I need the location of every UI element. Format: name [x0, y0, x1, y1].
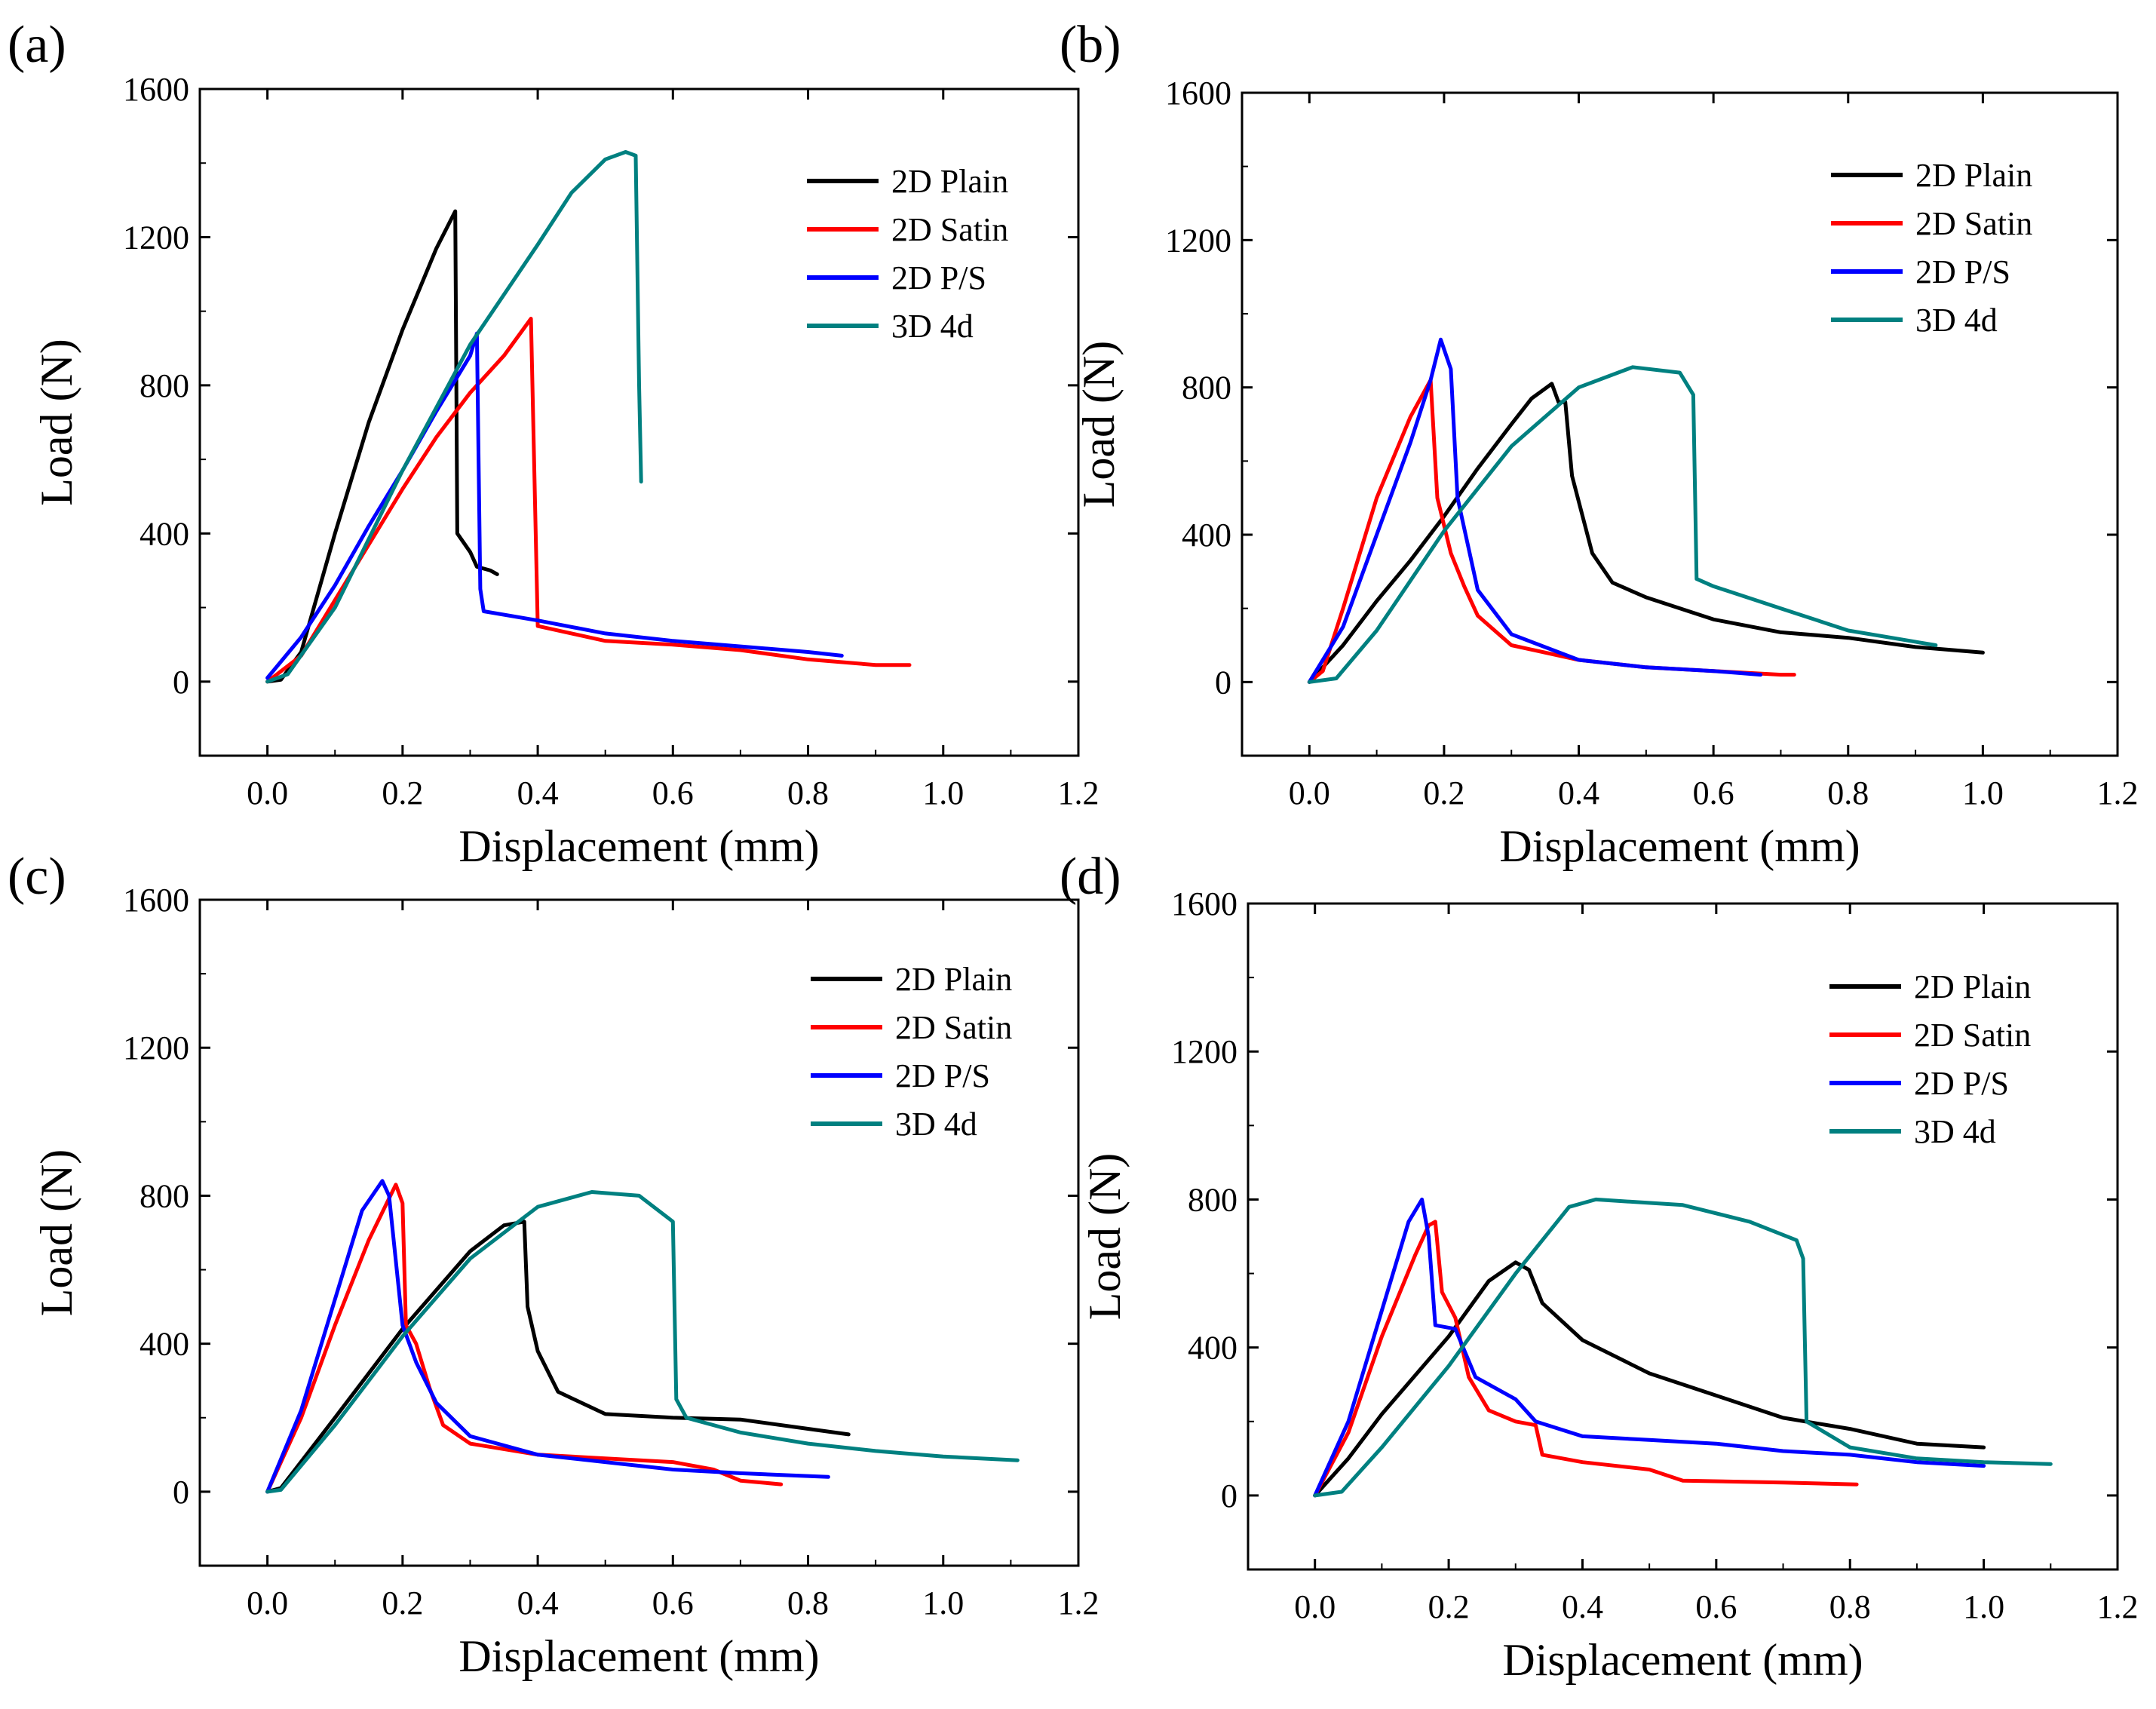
plot-frame	[1241, 91, 2119, 757]
series-line-3d-4d	[265, 1190, 1020, 1494]
x-tick-label: 0.6	[652, 1585, 694, 1622]
chart-panel: (b) 0.0 0.2 0.4 0.6 0.8 1.0 1.2 0 400 800 1200 1600 D…	[1060, 16, 2139, 871]
chart-panel: (a) 0.0 0.2 0.4 0.6 0.8 1.0 1.2 0 400 800 1200 1600 D…	[8, 16, 1099, 871]
x-tick-label: 1.2	[2097, 1588, 2139, 1625]
x-tick-label: 0.2	[382, 1585, 423, 1622]
y-axis-title: Load (N)	[32, 1149, 81, 1317]
x-tick-label: 0.6	[1693, 775, 1734, 812]
series-line-2d-p-s	[1307, 337, 1763, 684]
legend-label: 2D P/S	[1914, 1065, 2009, 1102]
panel-label: (c)	[8, 848, 66, 906]
legend-label: 2D Plain	[1915, 157, 2032, 194]
x-axis-title: Displacement (mm)	[1499, 821, 1860, 871]
panel-label: (b)	[1060, 16, 1121, 74]
y-tick-label: 1200	[1165, 222, 1231, 259]
y-tick-label: 400	[1188, 1330, 1237, 1367]
y-tick-label: 400	[140, 1326, 189, 1363]
x-tick-label: 0.0	[1294, 1588, 1336, 1625]
y-tick-label: 800	[1182, 370, 1231, 407]
chart-panel: (d) 0.0 0.2 0.4 0.6 0.8 1.0 1.2 0 400 800 1200 1600 D…	[1060, 848, 2139, 1685]
y-tick-label: 0	[1221, 1477, 1237, 1514]
y-axis-title: Load (N)	[1080, 1153, 1130, 1321]
x-tick-label: 0.4	[1558, 775, 1599, 812]
legend-label: 3D 4d	[891, 308, 974, 345]
series-line-2d-plain	[265, 209, 499, 684]
y-tick-label: 1600	[123, 882, 189, 919]
y-tick-label: 400	[140, 515, 189, 552]
y-tick-label: 1600	[1171, 885, 1237, 922]
x-axis-title: Displacement (mm)	[458, 1631, 819, 1681]
x-tick-label: 0.0	[247, 775, 288, 812]
series-line-2d-p-s	[265, 331, 844, 680]
legend-label: 2D Plain	[891, 163, 1008, 200]
y-tick-label: 0	[173, 1474, 189, 1511]
x-tick-label: 0.4	[1562, 1588, 1603, 1625]
legend-label: 3D 4d	[1915, 302, 1998, 339]
x-axis-title: Displacement (mm)	[1502, 1635, 1863, 1685]
plot-frame	[198, 87, 1080, 757]
series-line-2d-plain	[265, 1220, 851, 1494]
y-tick-label: 1600	[1165, 75, 1231, 112]
y-tick-label: 800	[140, 1177, 189, 1214]
y-tick-label: 400	[1182, 517, 1231, 554]
x-tick-label: 0.8	[1829, 1588, 1871, 1625]
legend-label: 2D Satin	[891, 211, 1008, 248]
series-line-2d-satin	[265, 317, 912, 684]
x-axis-title: Displacement (mm)	[458, 821, 819, 871]
x-tick-label: 1.0	[922, 1585, 964, 1622]
y-tick-label: 800	[140, 367, 189, 404]
x-tick-label: 0.8	[787, 1585, 829, 1622]
x-tick-label: 1.0	[1963, 1588, 2004, 1625]
series-line-2d-satin	[1313, 1220, 1859, 1498]
legend-label: 3D 4d	[1914, 1113, 1996, 1150]
x-tick-label: 0.8	[1827, 775, 1869, 812]
series-line-3d-4d	[1313, 1197, 2053, 1498]
x-tick-label: 0.4	[517, 775, 559, 812]
y-axis-title: Load (N)	[1074, 341, 1124, 508]
y-tick-label: 0	[173, 664, 189, 701]
x-tick-label: 1.2	[1058, 775, 1099, 812]
plot-frame	[198, 898, 1080, 1567]
y-axis-title: Load (N)	[32, 339, 81, 506]
panel-label: (d)	[1060, 848, 1121, 906]
x-tick-label: 1.0	[922, 775, 964, 812]
x-tick-label: 0.2	[1423, 775, 1464, 812]
legend-label: 2D Satin	[1914, 1017, 2031, 1054]
x-tick-label: 0.0	[247, 1585, 288, 1622]
plot-frame	[1247, 902, 2119, 1571]
legend-label: 3D 4d	[895, 1106, 977, 1143]
series-line-2d-p-s	[1313, 1197, 1986, 1498]
legend-label: 2D P/S	[891, 259, 986, 296]
legend-label: 2D Satin	[895, 1009, 1012, 1046]
y-tick-label: 1600	[123, 71, 189, 108]
y-tick-label: 1200	[1171, 1033, 1237, 1070]
series-line-2d-satin	[1307, 378, 1796, 684]
x-tick-label: 0.0	[1289, 775, 1330, 812]
legend-label: 2D Satin	[1915, 205, 2032, 242]
series-line-3d-4d	[265, 150, 643, 684]
x-tick-label: 0.2	[382, 775, 423, 812]
legend-label: 2D Plain	[895, 961, 1012, 998]
x-tick-label: 0.2	[1428, 1588, 1470, 1625]
legend-label: 2D Plain	[1914, 968, 2031, 1005]
chart-panel: (c) 0.0 0.2 0.4 0.6 0.8 1.0 1.2 0 400 800 1200 1600 D…	[8, 848, 1099, 1681]
y-tick-label: 1200	[123, 1029, 189, 1066]
x-tick-label: 1.2	[1058, 1585, 1099, 1622]
x-tick-label: 1.0	[1962, 775, 2004, 812]
panel-label: (a)	[8, 16, 66, 74]
y-tick-label: 0	[1215, 664, 1231, 701]
series-line-3d-4d	[1307, 365, 1938, 684]
legend-label: 2D P/S	[895, 1057, 990, 1094]
y-tick-label: 800	[1188, 1181, 1237, 1218]
series-line-2d-plain	[1313, 1260, 1986, 1498]
x-tick-label: 0.6	[652, 775, 694, 812]
legend-label: 2D P/S	[1915, 253, 2010, 290]
x-tick-label: 0.6	[1695, 1588, 1737, 1625]
x-tick-label: 0.8	[787, 775, 829, 812]
y-tick-label: 1200	[123, 219, 189, 256]
x-tick-label: 0.4	[517, 1585, 559, 1622]
series-line-2d-p-s	[265, 1179, 830, 1494]
x-tick-label: 1.2	[2097, 775, 2139, 812]
